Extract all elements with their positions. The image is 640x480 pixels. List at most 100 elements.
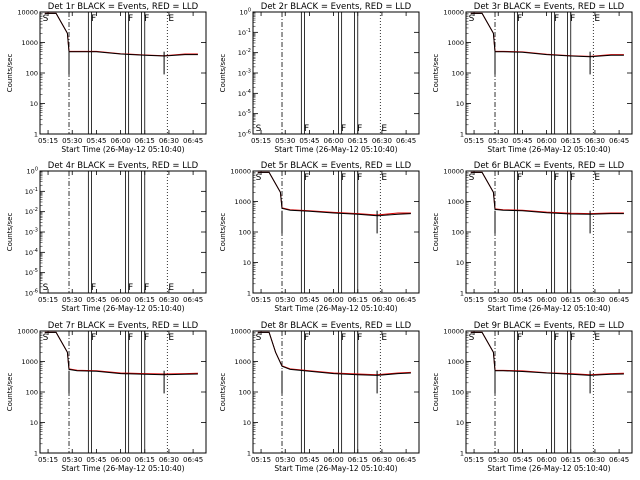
detector-panel-2: Det 2r BLACK = Events, RED = LLD 05:15 05:… [219, 2, 420, 154]
x-tick-label: 06:15 [135, 456, 155, 464]
x-tick-label: 05:30 [275, 296, 295, 304]
y-tick-label: 10-1 [25, 187, 38, 196]
x-tick-label: 05:15 [38, 296, 58, 304]
y-axis-label: Counts/sec [432, 54, 440, 93]
panel-title: Det 2r BLACK = Events, RED = LLD [261, 2, 412, 12]
flag-letter-F: F [341, 333, 346, 343]
x-tick-label: 05:30 [275, 137, 295, 145]
flag-letter-E: E [168, 283, 174, 293]
flag-letter-F: F [91, 14, 96, 24]
flag-letter-E: E [168, 333, 174, 343]
flag-letter-S: S [43, 14, 49, 24]
flag-letter-F: F [128, 333, 133, 343]
flag-letter-F: F [554, 173, 559, 183]
series-line-events [257, 331, 411, 376]
flag-letter-E: E [594, 14, 600, 24]
x-tick-label: 06:30 [159, 296, 179, 304]
y-tick-label: 100 [452, 229, 464, 237]
x-axis-label: Start Time (26-May-12 05:10:40) [487, 464, 610, 473]
y-tick-label: 10000 [17, 9, 38, 17]
y-tick-label: 10-3 [25, 228, 38, 237]
y-tick-label: 10-4 [238, 89, 251, 98]
x-tick-label: 05:45 [512, 137, 532, 145]
x-axis-label: Start Time (26-May-12 05:10:40) [61, 464, 184, 473]
flag-letter-S: S [469, 173, 475, 183]
x-tick-label: 06:45 [183, 456, 203, 464]
x-tick-label: 06:15 [135, 296, 155, 304]
x-tick-label: 06:30 [585, 137, 605, 145]
plot-frame [465, 11, 633, 135]
y-tick-label: 10-5 [238, 109, 251, 118]
y-axis-label: Counts/sec [6, 54, 14, 93]
y-tick-label: 10000 [230, 168, 251, 176]
flag-letter-S: S [469, 14, 475, 24]
x-tick-label: 05:30 [62, 456, 82, 464]
plot-frame [252, 11, 420, 135]
series-line-events [44, 12, 198, 57]
series-line-events [470, 171, 624, 215]
y-axis-label: Counts/sec [432, 213, 440, 252]
x-tick-label: 05:15 [38, 456, 58, 464]
panel-title: Det 6r BLACK = Events, RED = LLD [474, 161, 625, 171]
y-tick-label: 100 [27, 167, 38, 176]
y-axis-label: Counts/sec [219, 54, 227, 93]
y-tick-label: 1000 [447, 358, 464, 366]
flag-letter-F: F [128, 283, 133, 293]
y-tick-label: 10 [30, 419, 38, 427]
x-axis-label: Start Time (26-May-12 05:10:40) [61, 304, 184, 313]
flag-letter-S: S [43, 333, 49, 343]
flag-letter-F: F [570, 14, 575, 24]
flag-letter-E: E [594, 333, 600, 343]
x-tick-label: 05:15 [251, 137, 271, 145]
y-tick-label: 1000 [21, 39, 38, 47]
panel-title: Det 5r BLACK = Events, RED = LLD [261, 161, 412, 171]
x-axis-label: Start Time (26-May-12 05:10:40) [487, 145, 610, 154]
x-tick-label: 06:00 [110, 456, 130, 464]
x-tick-label: 05:30 [488, 456, 508, 464]
x-tick-label: 06:15 [561, 296, 581, 304]
x-tick-label: 05:45 [299, 137, 319, 145]
detector-panel-6: Det 6r BLACK = Events, RED = LLD 05:15 05:… [432, 161, 633, 313]
y-tick-label: 10000 [17, 328, 38, 336]
plot-frame [39, 170, 207, 294]
x-tick-label: 06:00 [536, 296, 556, 304]
x-tick-label: 05:30 [275, 456, 295, 464]
flag-letter-S: S [43, 283, 49, 293]
x-tick-label: 05:45 [299, 296, 319, 304]
flag-letter-E: E [381, 333, 387, 343]
y-tick-label: 10-3 [238, 69, 251, 78]
flag-letter-F: F [554, 333, 559, 343]
flag-letter-F: F [357, 124, 362, 134]
x-tick-label: 05:45 [512, 456, 532, 464]
x-axis-label: Start Time (26-May-12 05:10:40) [274, 464, 397, 473]
x-tick-label: 06:45 [396, 296, 416, 304]
flag-letter-F: F [570, 333, 575, 343]
x-tick-label: 05:15 [251, 296, 271, 304]
x-tick-label: 06:00 [536, 456, 556, 464]
flag-letter-F: F [304, 333, 309, 343]
x-axis-label: Start Time (26-May-12 05:10:40) [274, 145, 397, 154]
y-tick-label: 1 [460, 290, 464, 298]
y-tick-label: 10 [456, 100, 464, 108]
detector-panel-9: Det 9r BLACK = Events, RED = LLD 05:15 05:… [432, 321, 633, 473]
y-axis-label: Counts/sec [432, 373, 440, 412]
x-tick-label: 06:30 [585, 296, 605, 304]
x-tick-label: 06:15 [348, 456, 368, 464]
plot-frame [39, 11, 207, 135]
y-tick-label: 10-6 [25, 289, 38, 298]
y-tick-label: 1000 [447, 198, 464, 206]
flag-letter-E: E [168, 14, 174, 24]
y-tick-label: 100 [452, 389, 464, 397]
flag-letter-F: F [570, 173, 575, 183]
x-tick-label: 05:45 [299, 456, 319, 464]
x-axis-label: Start Time (26-May-12 05:10:40) [61, 145, 184, 154]
panel-title: Det 3r BLACK = Events, RED = LLD [474, 2, 625, 12]
x-tick-label: 06:15 [561, 137, 581, 145]
y-tick-label: 1 [34, 131, 38, 139]
x-axis-label: Start Time (26-May-12 05:10:40) [274, 304, 397, 313]
x-tick-label: 05:15 [464, 137, 484, 145]
x-tick-label: 06:15 [348, 296, 368, 304]
x-tick-label: 06:45 [183, 296, 203, 304]
x-tick-label: 05:30 [62, 296, 82, 304]
x-tick-label: 06:00 [110, 296, 130, 304]
